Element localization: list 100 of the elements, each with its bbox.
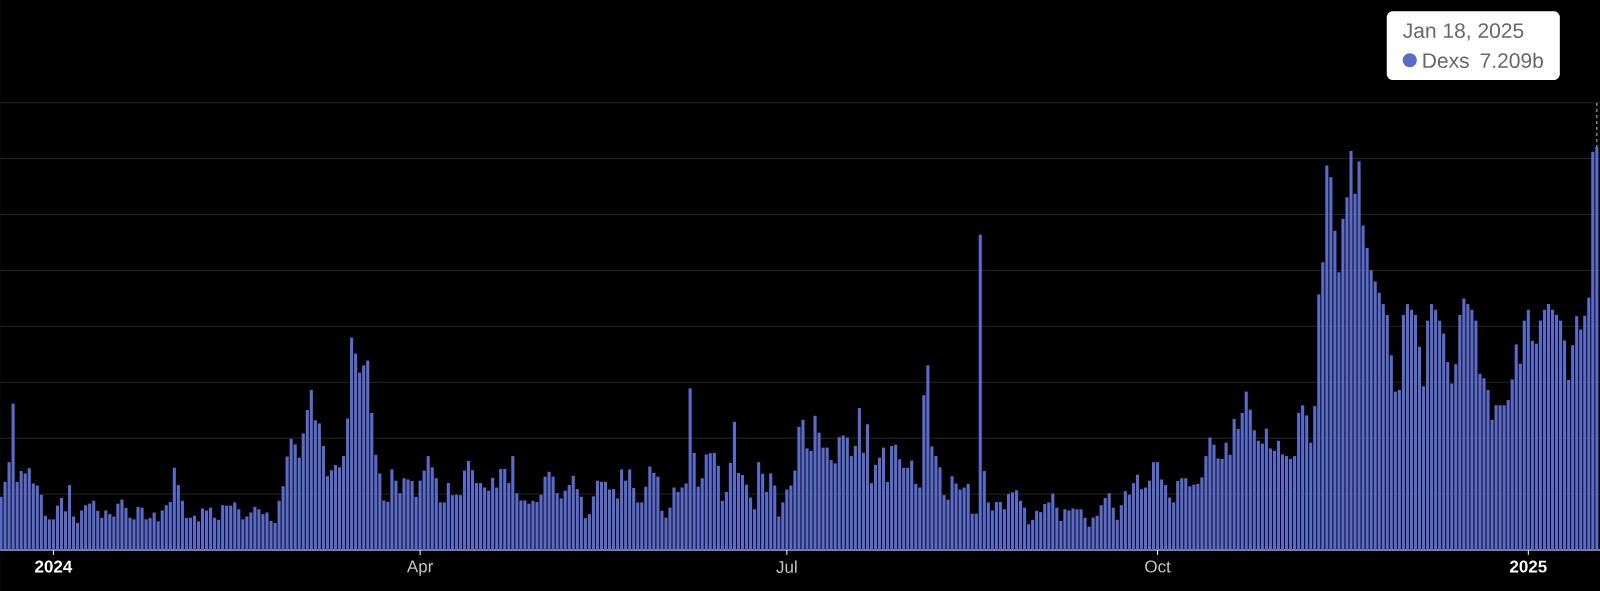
- bar: [317, 423, 321, 550]
- bar: [680, 487, 684, 550]
- x-tick-label: 2024: [35, 560, 73, 573]
- bar: [1103, 497, 1107, 550]
- bar: [257, 509, 261, 550]
- bar: [732, 421, 736, 550]
- bar: [1063, 509, 1067, 550]
- bar: [253, 506, 257, 550]
- bar: [527, 503, 531, 550]
- bar: [483, 487, 487, 550]
- text: 7.209b: [1480, 52, 1543, 69]
- bar: [712, 452, 716, 550]
- bar: [152, 512, 156, 550]
- bar: [1043, 504, 1047, 550]
- bar: [108, 514, 112, 550]
- bar: [333, 464, 338, 550]
- bar: [402, 478, 406, 550]
- bar: [1010, 492, 1015, 550]
- bar: [120, 499, 124, 550]
- bar: [35, 485, 39, 550]
- bar: [1494, 405, 1498, 550]
- bar: [841, 435, 845, 550]
- bar: [88, 503, 92, 550]
- bar: [479, 483, 483, 550]
- bar: [136, 506, 140, 550]
- x-tick-label: Jul: [776, 560, 797, 574]
- bar: [1526, 309, 1530, 550]
- bar: [1192, 484, 1196, 550]
- bar: [1135, 474, 1139, 550]
- x-tick-label: 2025: [1510, 560, 1547, 573]
- bar: [531, 500, 535, 550]
- bar: [1349, 150, 1353, 550]
- bar: [648, 466, 652, 550]
- bar: [245, 516, 249, 550]
- bar: [801, 419, 805, 550]
- bar: [140, 507, 144, 550]
- bar: [1289, 458, 1293, 550]
- bar: [865, 424, 869, 550]
- bar: [59, 497, 64, 550]
- bar: [67, 485, 72, 550]
- bar: [1035, 510, 1039, 550]
- bar: [491, 477, 495, 550]
- bar: [366, 360, 370, 550]
- bar: [628, 469, 632, 550]
- bar: [603, 481, 608, 550]
- bar: [1482, 378, 1486, 550]
- bar: [1075, 509, 1079, 550]
- bar: [350, 337, 354, 550]
- bar: [551, 476, 555, 550]
- bar: [704, 454, 708, 550]
- bar: [1232, 418, 1236, 550]
- bar: [543, 476, 547, 550]
- bar: [1554, 314, 1559, 550]
- bar: [1184, 478, 1188, 550]
- bar: [1091, 517, 1095, 550]
- bar: [950, 476, 954, 550]
- bar: [837, 437, 841, 550]
- bar: [1152, 462, 1156, 550]
- legend-label: Dexs: [1423, 53, 1469, 69]
- bar: [1591, 151, 1595, 550]
- bar: [466, 460, 471, 550]
- bar: [406, 479, 410, 550]
- bar: [200, 508, 205, 550]
- bar: [1224, 442, 1228, 550]
- bar: [172, 467, 176, 550]
- bar: [612, 489, 616, 550]
- bar: [410, 481, 414, 550]
- bar: [19, 470, 23, 550]
- bar: [1264, 428, 1268, 550]
- bar: [1325, 165, 1329, 550]
- bar: [104, 510, 108, 550]
- bar: [672, 487, 676, 550]
- bar: [825, 447, 829, 550]
- bar: [1514, 344, 1518, 550]
- bar: [547, 471, 551, 550]
- bar: [503, 468, 507, 550]
- bar: [1284, 456, 1289, 550]
- bar: [998, 502, 1002, 550]
- bar: [676, 491, 680, 550]
- bar: [688, 388, 692, 550]
- bar: [1006, 493, 1011, 550]
- bar: [599, 481, 604, 550]
- bar: [426, 456, 430, 550]
- bar: [1014, 490, 1019, 550]
- bar: [188, 517, 192, 550]
- bar: [1276, 440, 1281, 550]
- bar: [1413, 314, 1418, 550]
- bar: [595, 480, 599, 550]
- bar: [1176, 481, 1180, 550]
- bar: [225, 505, 229, 550]
- bar: [1208, 437, 1212, 550]
- bar: [205, 510, 209, 550]
- bar: [192, 515, 197, 550]
- bar: [966, 483, 970, 550]
- bar: [785, 489, 789, 550]
- bar: [994, 502, 998, 550]
- bar: [1244, 391, 1248, 550]
- x-tick-label: Oct: [1145, 560, 1171, 573]
- bar: [1498, 405, 1502, 550]
- bar: [620, 469, 624, 550]
